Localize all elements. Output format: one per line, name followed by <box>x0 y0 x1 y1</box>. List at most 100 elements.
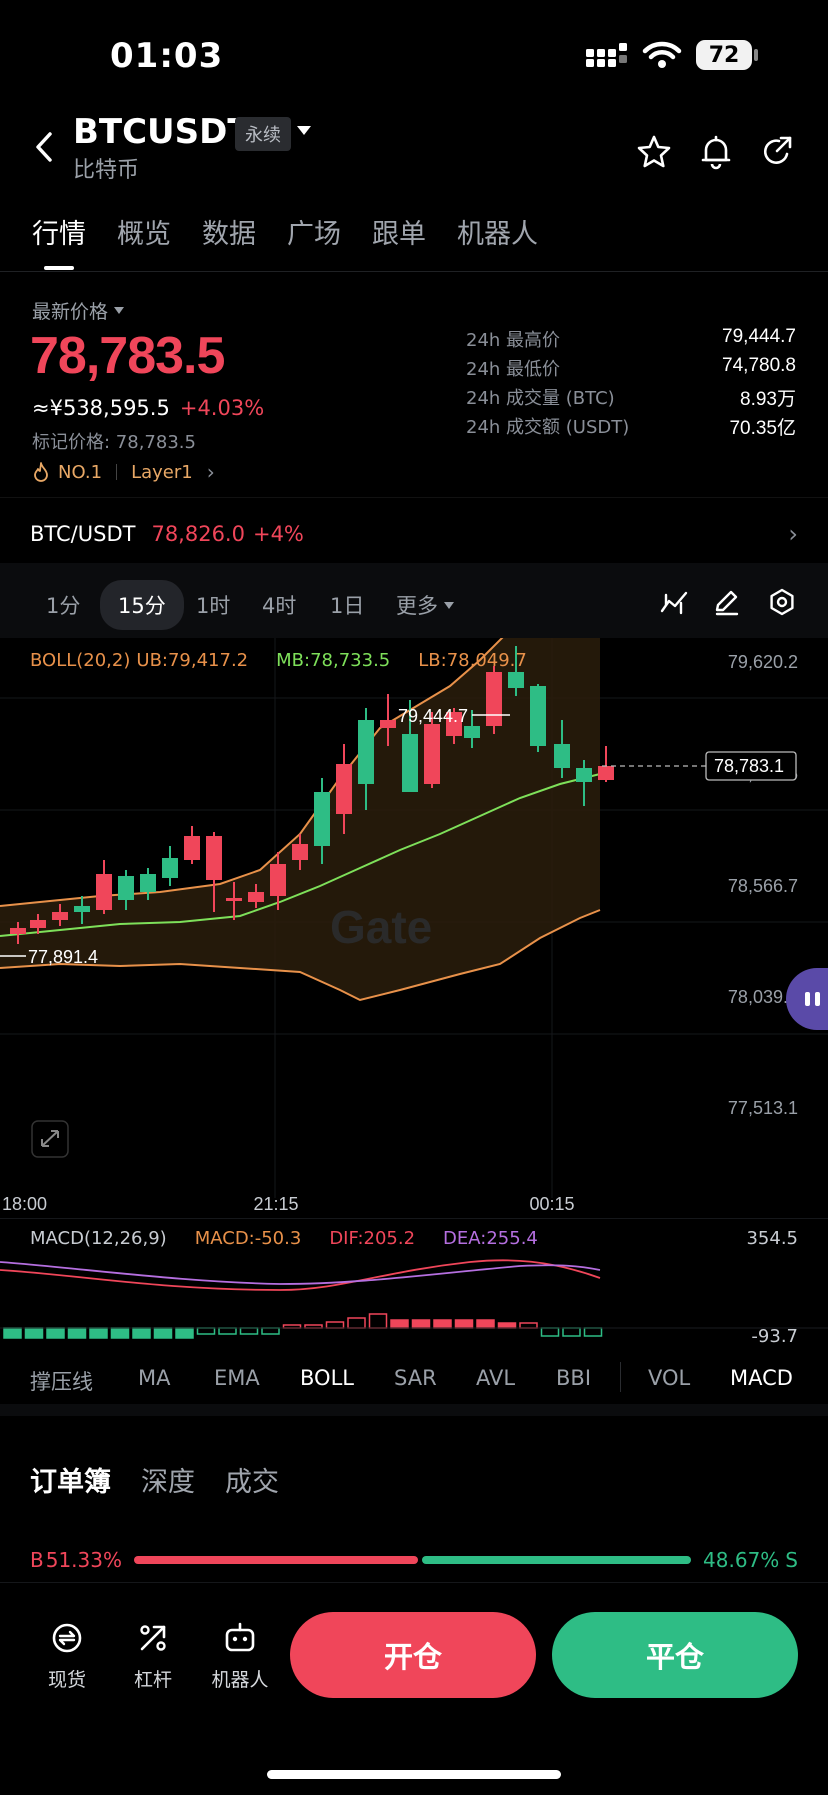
candle-body <box>314 792 330 846</box>
macd-bar <box>239 1327 259 1335</box>
sell-suffix: S <box>785 1548 798 1572</box>
tab-square[interactable]: 广场 <box>287 219 341 250</box>
caret-down-icon <box>444 601 454 609</box>
stat-label-high: 24h 最高价 <box>466 330 561 351</box>
ind-support-resistance[interactable]: 撑压线 <box>30 1370 93 1394</box>
star-icon[interactable] <box>636 134 672 170</box>
category-tag[interactable]: Layer1 <box>131 461 193 483</box>
candles <box>10 646 614 944</box>
candle-body <box>336 764 352 814</box>
sell-ratio: 48.67% <box>703 1548 780 1572</box>
tab-trades[interactable]: 成交 <box>225 1467 279 1498</box>
candle-body <box>508 672 524 688</box>
tf-more[interactable]: 更多 <box>396 590 454 620</box>
stat-label-turnover: 24h 成交额 (USDT) <box>466 417 630 438</box>
low-marker: 77,891.4 <box>0 947 98 967</box>
tab-overview[interactable]: 概览 <box>117 219 171 250</box>
tab-copy-trade[interactable]: 跟单 <box>372 219 426 250</box>
macd-bar <box>347 1317 366 1329</box>
symbol-title[interactable]: BTCUSDT <box>73 112 251 152</box>
spot-price: 78,826.0 <box>151 522 245 546</box>
boll-mb: MB:78,733.5 <box>276 650 391 671</box>
candle-body <box>530 686 546 746</box>
tf-1h[interactable]: 1时 <box>196 594 231 618</box>
y-tick-label: 77,513.1 <box>728 1098 798 1118</box>
open-position-button[interactable]: 开仓 <box>290 1612 536 1698</box>
share-icon[interactable] <box>759 134 795 170</box>
candle-body <box>554 744 570 768</box>
ind-ma[interactable]: MA <box>138 1366 171 1390</box>
ind-boll[interactable]: BOLL <box>300 1366 354 1390</box>
draw-pen-icon[interactable] <box>713 588 741 616</box>
candle-body <box>140 874 156 892</box>
macd-bar <box>497 1322 517 1329</box>
candle-body <box>52 912 68 920</box>
nav-spot[interactable]: 现货 <box>32 1620 102 1692</box>
macd-bar <box>476 1319 495 1329</box>
macd-bar <box>519 1322 538 1329</box>
y-tick-label: 78,566.7 <box>728 876 798 896</box>
tf-15m[interactable]: 15分 <box>100 580 184 630</box>
boll-lower-line <box>0 909 601 1002</box>
tab-depth[interactable]: 深度 <box>141 1467 195 1498</box>
boll-mid-line <box>0 773 601 937</box>
stat-value-volume: 8.93万 <box>740 389 796 410</box>
nav-bot[interactable]: 机器人 <box>205 1620 275 1692</box>
settings-icon[interactable] <box>767 587 797 617</box>
y-tick-label: 79,620.2 <box>728 652 798 672</box>
floating-assistant-handle[interactable] <box>786 968 828 1030</box>
ind-vol[interactable]: VOL <box>648 1366 691 1390</box>
tab-market[interactable]: 行情 <box>32 219 86 250</box>
close-position-button[interactable]: 平仓 <box>552 1612 798 1698</box>
candle-body <box>10 928 26 934</box>
candle-body <box>380 720 396 728</box>
tf-1m[interactable]: 1分 <box>46 594 81 618</box>
bell-icon[interactable] <box>698 134 734 170</box>
latest-price-label[interactable]: 最新价格 <box>32 297 125 324</box>
tab-orderbook[interactable]: 订单簿 <box>30 1467 111 1498</box>
boll-ub: UB:79,417.2 <box>136 650 249 671</box>
candle-body <box>74 906 90 912</box>
tf-1d[interactable]: 1日 <box>330 594 365 618</box>
dif-line <box>0 1259 601 1291</box>
ind-ema[interactable]: EMA <box>214 1366 260 1390</box>
macd-bar <box>411 1319 431 1329</box>
spot-pair: BTC/USDT <box>30 522 136 546</box>
rank-badge: NO.1 <box>58 461 103 483</box>
pause-icon <box>804 992 820 1006</box>
ind-sar[interactable]: SAR <box>394 1366 437 1390</box>
macd-bar <box>261 1327 280 1335</box>
macd-bar <box>583 1327 603 1337</box>
ind-avl[interactable]: AVL <box>476 1366 516 1390</box>
macd-bar <box>562 1327 581 1337</box>
ind-bbi[interactable]: BBI <box>556 1366 592 1390</box>
spot-pair-row[interactable]: BTC/USDT 78,826.0 +4% › <box>30 520 798 548</box>
chevron-right-icon[interactable]: › <box>206 460 215 484</box>
orderbook-tabs: 订单簿 深度 成交 <box>30 1460 309 1499</box>
expand-chart-icon[interactable] <box>31 1120 69 1158</box>
current-price-tag-box <box>705 751 797 781</box>
kline-chart[interactable]: Gate 79,620.279,093.578,566.778,039.977,… <box>0 638 828 1218</box>
macd-bar <box>110 1327 130 1339</box>
indicator-icon[interactable] <box>660 589 688 615</box>
back-icon[interactable] <box>30 132 60 162</box>
tf-4h[interactable]: 4时 <box>262 594 297 618</box>
macd-value: MACD:-50.3 <box>194 1228 302 1249</box>
tab-data[interactable]: 数据 <box>202 219 256 250</box>
signal-icon <box>586 43 627 67</box>
x-axis-labels: 18:00 21:15 00:15 <box>2 1194 575 1214</box>
candle-body <box>598 766 614 780</box>
home-indicator <box>267 1770 561 1779</box>
ind-macd[interactable]: MACD <box>730 1366 793 1390</box>
stat-value-low: 74,780.8 <box>722 355 796 376</box>
tab-bots[interactable]: 机器人 <box>457 219 538 250</box>
y-tick-label: 78,039.9 <box>728 987 798 1007</box>
ind-separator <box>620 1362 621 1392</box>
macd-bar <box>454 1319 474 1329</box>
nav-leverage[interactable]: 杠杆 <box>118 1620 188 1692</box>
watermark: Gate <box>330 901 432 953</box>
symbol-subtitle: 比特币 <box>73 158 140 183</box>
symbol-dropdown-caret-icon[interactable] <box>297 126 311 135</box>
macd-bar <box>368 1313 388 1329</box>
stat-label-low: 24h 最低价 <box>466 359 561 380</box>
